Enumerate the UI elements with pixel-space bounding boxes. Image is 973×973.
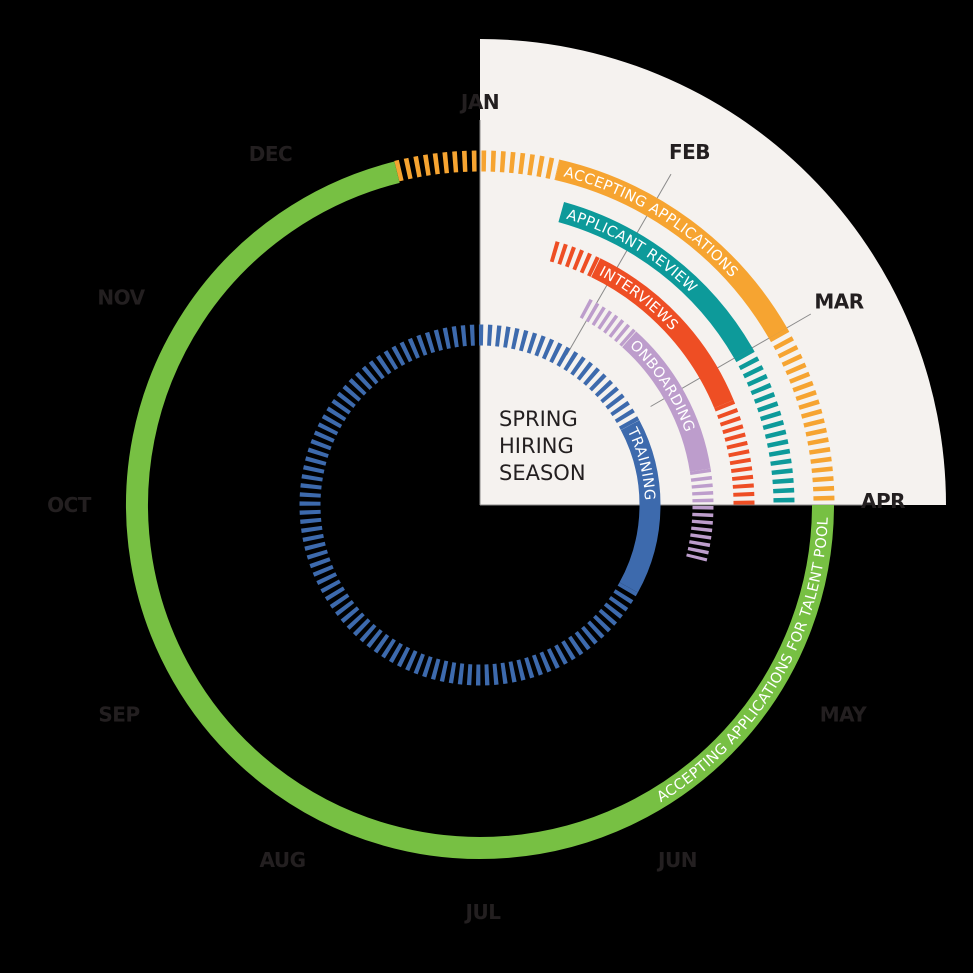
month-label-nov: NOV xyxy=(97,286,145,310)
series-onboarding xyxy=(579,298,714,562)
training-solid-segment xyxy=(619,420,661,593)
center-title: SPRING HIRING SEASON xyxy=(499,407,586,485)
series-accepting-applications xyxy=(394,150,835,506)
month-label-mar: MAR xyxy=(814,290,863,314)
training-dashed-segment xyxy=(299,324,640,686)
accepting-applications-for-talent-pool-arc-label: ACCEPTING APPLICATIONS FOR TALENT POOL xyxy=(654,517,831,806)
series-applicant-review xyxy=(558,201,795,506)
series-accepting-applications-for-talent-pool xyxy=(126,161,834,859)
onboarding-solid-segment xyxy=(622,331,711,472)
interviews-dashed-segment xyxy=(714,399,755,506)
applicant-review-dashed-segment xyxy=(734,347,795,506)
applicant-review-solid-segment xyxy=(558,201,753,359)
month-label-aug: AUG xyxy=(259,848,305,872)
accepting-applications-for-talent-pool-solid-segment xyxy=(126,161,834,859)
onboarding-dashed-segment xyxy=(686,468,714,562)
spring-quadrant xyxy=(480,39,946,505)
series-training xyxy=(299,324,661,686)
interviews-dashed-segment xyxy=(549,241,601,278)
onboarding-dashed-segment xyxy=(579,298,637,348)
center-title-line-2: HIRING xyxy=(499,434,574,458)
month-label-sep: SEP xyxy=(98,703,139,727)
center-title-line-1: SPRING xyxy=(499,407,578,431)
accepting-applications-solid-segment xyxy=(555,159,788,339)
interviews-solid-segment xyxy=(591,258,734,409)
spring-quadrant-background xyxy=(480,39,946,505)
series-interviews xyxy=(549,241,755,506)
month-label-jul: JUL xyxy=(464,900,502,924)
month-label-jan: JAN xyxy=(459,90,499,114)
center-title-line-3: SEASON xyxy=(499,461,586,485)
month-label-feb: FEB xyxy=(669,140,710,164)
month-label-dec: DEC xyxy=(249,142,292,166)
accepting-applications-dashed-segment xyxy=(394,150,560,182)
month-label-oct: OCT xyxy=(47,493,92,517)
month-label-apr: APR xyxy=(861,489,905,513)
month-label-may: MAY xyxy=(820,703,867,727)
timeline-arcs xyxy=(126,150,835,859)
accepting-applications-dashed-segment xyxy=(768,327,835,506)
month-label-jun: JUN xyxy=(656,848,697,872)
month-labels: JAN FEB MAR APR MAY JUN JUL AUG SEP OCT NOV DEC xyxy=(47,90,906,924)
